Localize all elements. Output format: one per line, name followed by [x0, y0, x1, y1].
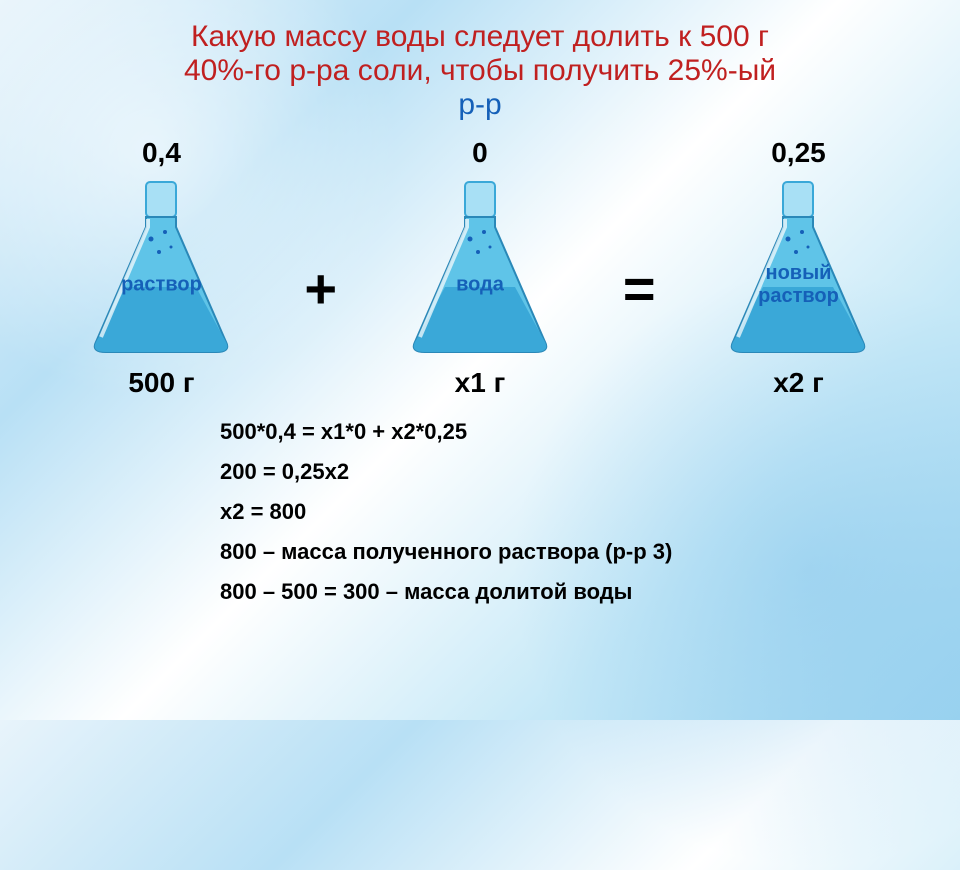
plus-operator: + [304, 256, 337, 321]
equals-operator: = [623, 256, 656, 321]
flask-2-mass: x1 г [455, 367, 506, 399]
flask-3-mass: x2 г [773, 367, 824, 399]
flask-1-label: раствор [101, 274, 221, 297]
flask-icon [81, 177, 241, 357]
calc-line-3: x2 = 800 [220, 499, 960, 525]
title-line-1: Какую массу воды следует долить к 500 г [10, 20, 950, 54]
flask-row: 0,4 раствор 500 г + 0 [0, 127, 960, 399]
flask-1-concentration: 0,4 [142, 137, 181, 169]
flask-2-concentration: 0 [472, 137, 488, 169]
flask-2: 0 вода x1 г [380, 137, 580, 399]
calculation-block: 500*0,4 = x1*0 + x2*0,25 200 = 0,25x2 x2… [220, 419, 960, 605]
calc-line-2: 200 = 0,25x2 [220, 459, 960, 485]
calc-line-5: 800 – 500 = 300 – масса долитой воды [220, 579, 960, 605]
flask-3-concentration: 0,25 [771, 137, 826, 169]
title-line-3: р-р [10, 88, 950, 122]
flask-1-mass: 500 г [128, 367, 194, 399]
calc-line-1: 500*0,4 = x1*0 + x2*0,25 [220, 419, 960, 445]
flask-icon [400, 177, 560, 357]
problem-title: Какую массу воды следует долить к 500 г … [0, 0, 960, 127]
flask-1: 0,4 раствор 500 г [61, 137, 261, 399]
calc-line-4: 800 – масса полученного раствора (р-р 3) [220, 539, 960, 565]
flask-2-label: вода [420, 274, 540, 297]
flask-1-graphic: раствор [81, 177, 241, 357]
flask-3-label: новый раствор [738, 262, 858, 308]
flask-2-graphic: вода [400, 177, 560, 357]
flask-3-graphic: новый раствор [718, 177, 878, 357]
flask-3: 0,25 новый раствор x2 г [698, 137, 898, 399]
title-line-2: 40%-го р-ра соли, чтобы получить 25%-ый [10, 54, 950, 88]
